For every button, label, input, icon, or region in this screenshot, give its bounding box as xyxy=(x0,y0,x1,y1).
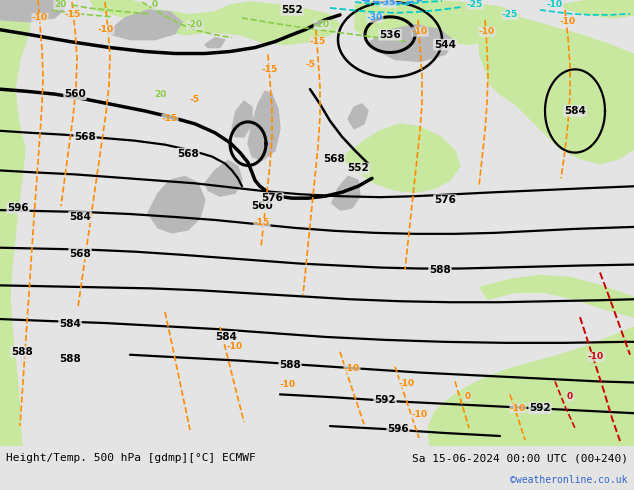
Text: -15: -15 xyxy=(65,10,81,20)
Text: 20: 20 xyxy=(54,0,66,9)
Polygon shape xyxy=(332,176,360,210)
Polygon shape xyxy=(370,25,455,61)
Text: 588: 588 xyxy=(11,347,33,357)
Polygon shape xyxy=(355,0,520,45)
Text: 20: 20 xyxy=(154,90,166,98)
Text: 584: 584 xyxy=(564,106,586,116)
Text: 568: 568 xyxy=(177,148,199,159)
Polygon shape xyxy=(560,0,634,18)
Text: -10: -10 xyxy=(547,0,563,9)
Text: -10: -10 xyxy=(412,27,428,36)
Polygon shape xyxy=(205,38,225,48)
Text: -5: -5 xyxy=(305,60,315,69)
Polygon shape xyxy=(0,0,65,22)
Text: 584: 584 xyxy=(215,332,237,342)
Text: 592: 592 xyxy=(374,395,396,405)
Text: 536: 536 xyxy=(379,30,401,40)
Polygon shape xyxy=(428,327,634,446)
Polygon shape xyxy=(232,101,252,137)
Text: ©weatheronline.co.uk: ©weatheronline.co.uk xyxy=(510,475,628,485)
Text: 0: 0 xyxy=(567,392,573,401)
Text: 560: 560 xyxy=(64,89,86,99)
Text: -10: -10 xyxy=(344,364,360,373)
Text: -10: -10 xyxy=(479,27,495,36)
Text: 0: 0 xyxy=(465,392,471,401)
Text: 588: 588 xyxy=(59,354,81,364)
Polygon shape xyxy=(348,104,368,129)
Polygon shape xyxy=(480,275,634,317)
Text: -15: -15 xyxy=(310,37,326,46)
Text: 596: 596 xyxy=(387,424,409,434)
Polygon shape xyxy=(478,10,634,164)
Text: 576: 576 xyxy=(261,193,283,203)
Text: 560: 560 xyxy=(251,201,273,211)
Polygon shape xyxy=(248,91,280,161)
Polygon shape xyxy=(90,0,340,45)
Text: 576: 576 xyxy=(434,195,456,205)
Text: -25: -25 xyxy=(467,0,483,9)
Text: 568: 568 xyxy=(69,248,91,259)
Text: Sa 15-06-2024 00:00 UTC (00+240): Sa 15-06-2024 00:00 UTC (00+240) xyxy=(411,453,628,463)
Text: -10: -10 xyxy=(227,343,243,351)
Text: 0: 0 xyxy=(152,0,158,9)
Polygon shape xyxy=(205,161,242,196)
Text: -10: -10 xyxy=(412,410,428,418)
Text: -15: -15 xyxy=(162,114,178,123)
Text: 552: 552 xyxy=(281,5,303,15)
Text: 596: 596 xyxy=(7,203,29,213)
Polygon shape xyxy=(148,176,205,233)
Text: 592: 592 xyxy=(529,403,551,413)
Text: Height/Temp. 500 hPa [gdmp][°C] ECMWF: Height/Temp. 500 hPa [gdmp][°C] ECMWF xyxy=(6,453,256,463)
Text: 568: 568 xyxy=(74,132,96,142)
Text: 584: 584 xyxy=(69,212,91,222)
Text: -15: -15 xyxy=(262,65,278,74)
Text: -10: -10 xyxy=(510,404,526,413)
Text: -10: -10 xyxy=(399,379,415,388)
Text: -10: -10 xyxy=(280,380,296,389)
Text: 588: 588 xyxy=(279,360,301,369)
Polygon shape xyxy=(0,0,30,446)
Text: -10: -10 xyxy=(588,352,604,361)
Text: 544: 544 xyxy=(434,40,456,49)
Text: -20: -20 xyxy=(187,20,203,29)
Text: -15: -15 xyxy=(254,219,270,227)
Text: -10: -10 xyxy=(98,25,114,34)
Text: 552: 552 xyxy=(347,164,369,173)
Text: -5: -5 xyxy=(190,95,200,103)
Text: 568: 568 xyxy=(323,153,345,164)
Text: -10: -10 xyxy=(32,13,48,23)
Text: 588: 588 xyxy=(429,265,451,274)
Polygon shape xyxy=(340,124,460,192)
Polygon shape xyxy=(108,10,182,40)
Text: -35: -35 xyxy=(380,0,396,7)
Text: -20: -20 xyxy=(314,20,330,29)
Text: 584: 584 xyxy=(59,319,81,329)
Text: -30: -30 xyxy=(367,13,383,23)
Text: -10: -10 xyxy=(560,17,576,26)
Text: -25: -25 xyxy=(502,10,518,20)
